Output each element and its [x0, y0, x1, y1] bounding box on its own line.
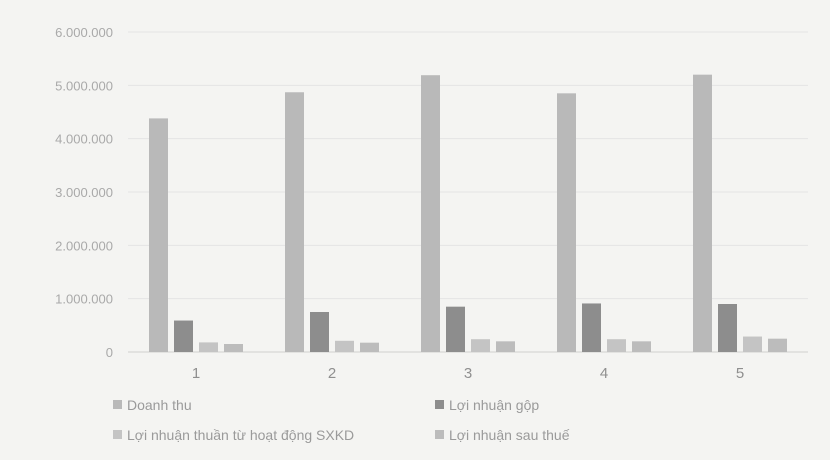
legend-label: Lợi nhuận sau thuế	[449, 427, 570, 443]
bar	[149, 118, 168, 353]
y-tick-label: 6.000.000	[55, 25, 113, 40]
y-tick-label: 4.000.000	[55, 132, 113, 147]
bar	[285, 92, 304, 353]
legend-swatch	[435, 430, 444, 439]
legend-swatch	[435, 400, 444, 409]
bar	[693, 74, 712, 353]
bar	[471, 339, 490, 352]
bar	[743, 336, 762, 352]
x-tick-label: 3	[464, 365, 472, 382]
bar	[718, 304, 737, 352]
y-tick-label: 2.000.000	[55, 238, 113, 253]
bar	[446, 306, 465, 352]
bar	[496, 341, 515, 352]
y-tick-label: 3.000.000	[55, 185, 113, 200]
y-tick-label: 5.000.000	[55, 78, 113, 93]
x-tick-label: 2	[328, 365, 336, 382]
x-axis: 1 2 3 4 5	[192, 365, 744, 382]
legend-swatch	[113, 430, 122, 439]
bar	[174, 320, 193, 352]
bar	[582, 303, 601, 352]
bar	[768, 338, 787, 352]
legend: Doanh thu Lợi nhuận gộp Lợi nhuận thuần từ…	[113, 397, 570, 443]
legend-swatch	[113, 400, 122, 409]
x-tick-label: 1	[192, 365, 200, 382]
bar	[360, 342, 379, 352]
y-axis: 0 1.000.000 2.000.000 3.000.000 4.000.000 5.0…	[55, 25, 113, 360]
bar	[335, 340, 354, 352]
bar	[557, 93, 576, 352]
y-tick-label: 0	[106, 345, 113, 360]
bars	[149, 74, 787, 353]
legend-label: Lợi nhuận gộp	[449, 397, 539, 413]
bar	[632, 341, 651, 352]
bar	[310, 312, 329, 352]
legend-label: Doanh thu	[127, 397, 192, 413]
bar	[199, 342, 218, 352]
x-tick-label: 4	[600, 365, 608, 382]
y-tick-label: 1.000.000	[55, 292, 113, 307]
legend-label: Lợi nhuận thuần từ hoạt động SXKD	[127, 427, 354, 443]
bar	[224, 344, 243, 352]
bar	[607, 339, 626, 352]
bar	[421, 75, 440, 352]
x-tick-label: 5	[736, 365, 744, 382]
